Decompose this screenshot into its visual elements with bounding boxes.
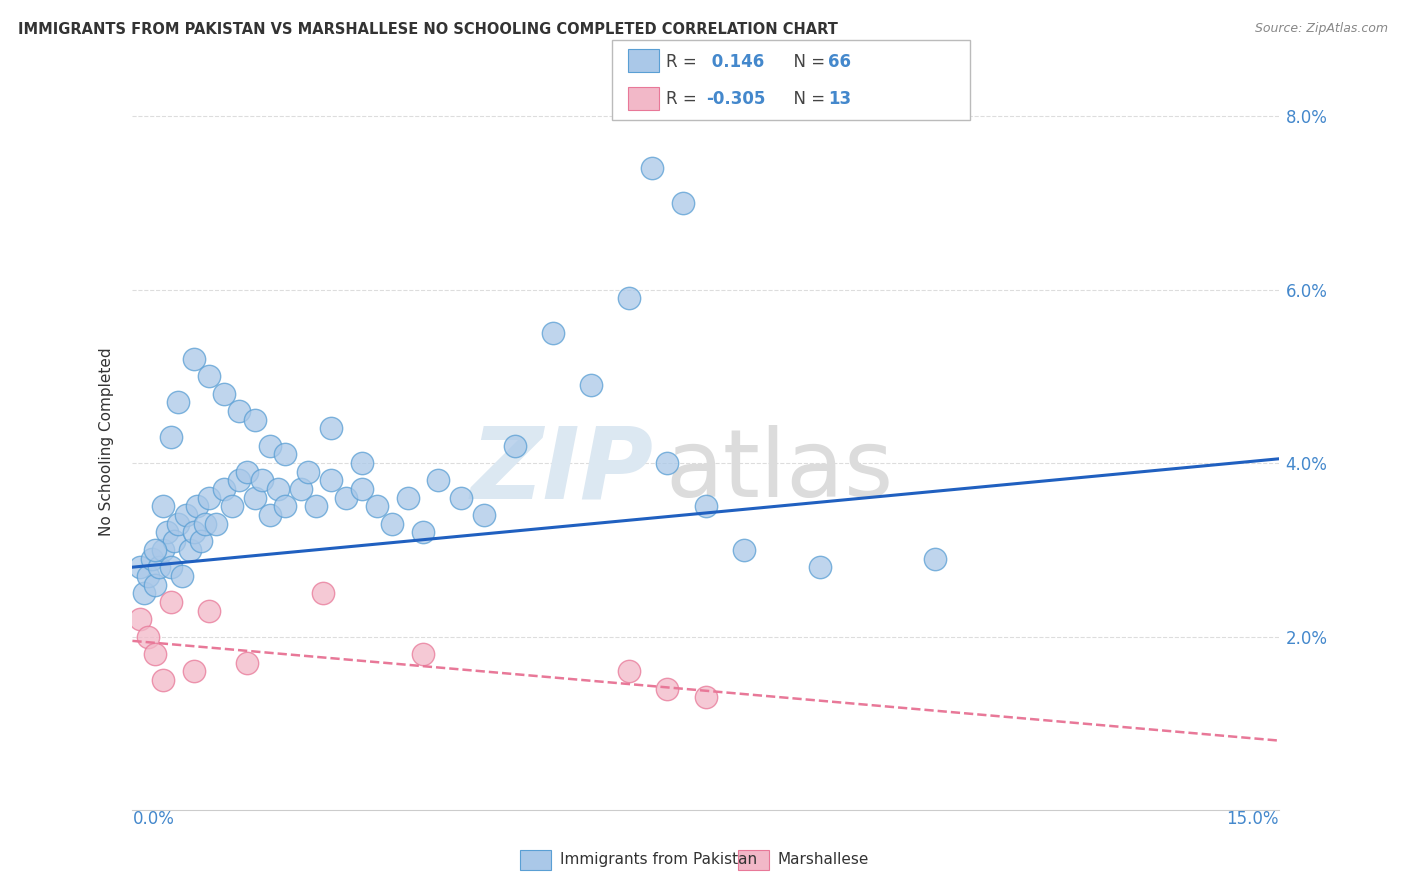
Point <box>152 500 174 514</box>
Point <box>132 586 155 600</box>
Point <box>305 500 328 514</box>
Point <box>321 474 343 488</box>
Point <box>321 421 343 435</box>
Text: -0.305: -0.305 <box>706 90 765 108</box>
Point <box>129 560 152 574</box>
Text: IMMIGRANTS FROM PAKISTAN VS MARSHALLESE NO SCHOOLING COMPLETED CORRELATION CHART: IMMIGRANTS FROM PAKISTAN VS MARSHALLESE … <box>18 22 838 37</box>
Point <box>503 439 526 453</box>
Point <box>183 664 205 678</box>
Point <box>186 500 208 514</box>
Point <box>472 508 495 523</box>
Point <box>212 482 235 496</box>
Point <box>236 465 259 479</box>
Point <box>183 352 205 367</box>
Point <box>290 482 312 496</box>
Point <box>183 525 205 540</box>
Point <box>427 474 450 488</box>
Y-axis label: No Schooling Completed: No Schooling Completed <box>100 347 114 536</box>
Point <box>141 551 163 566</box>
Point <box>274 447 297 461</box>
Point <box>236 656 259 670</box>
Text: ZIP: ZIP <box>471 423 654 519</box>
Point <box>672 196 695 211</box>
Point <box>143 577 166 591</box>
Point <box>579 378 602 392</box>
Point <box>136 569 159 583</box>
Text: 0.0%: 0.0% <box>132 810 174 828</box>
Point <box>274 500 297 514</box>
Point <box>366 500 388 514</box>
Point <box>221 500 243 514</box>
Point <box>174 508 197 523</box>
Point <box>350 456 373 470</box>
Point <box>312 586 335 600</box>
Point <box>143 647 166 661</box>
Point <box>617 292 640 306</box>
Point <box>148 560 170 574</box>
Point <box>152 542 174 557</box>
Point <box>228 474 250 488</box>
Point <box>129 612 152 626</box>
Point <box>412 647 434 661</box>
Point <box>243 491 266 505</box>
Point <box>657 456 679 470</box>
Point <box>159 430 181 444</box>
Point <box>159 595 181 609</box>
Point <box>167 395 190 409</box>
Point <box>228 404 250 418</box>
Point <box>152 673 174 687</box>
Point <box>617 664 640 678</box>
Point <box>156 525 179 540</box>
Text: Marshallese: Marshallese <box>778 853 869 867</box>
Point <box>412 525 434 540</box>
Point <box>297 465 319 479</box>
Point <box>159 560 181 574</box>
Point <box>695 500 717 514</box>
Text: N =: N = <box>783 90 831 108</box>
Point <box>924 551 946 566</box>
Text: 0.146: 0.146 <box>706 53 763 70</box>
Point <box>179 542 201 557</box>
Text: Immigrants from Pakistan: Immigrants from Pakistan <box>560 853 756 867</box>
Point <box>194 516 217 531</box>
Point <box>335 491 357 505</box>
Point <box>198 603 221 617</box>
Text: Source: ZipAtlas.com: Source: ZipAtlas.com <box>1254 22 1388 36</box>
Point <box>252 474 274 488</box>
Point <box>136 630 159 644</box>
Point <box>450 491 472 505</box>
Point <box>641 161 664 176</box>
Point <box>172 569 194 583</box>
Text: R =: R = <box>666 90 703 108</box>
Point <box>808 560 831 574</box>
Text: 13: 13 <box>828 90 851 108</box>
Point <box>198 491 221 505</box>
Point <box>259 439 281 453</box>
Point <box>657 681 679 696</box>
Point <box>350 482 373 496</box>
Point <box>381 516 404 531</box>
Point <box>259 508 281 523</box>
Text: R =: R = <box>666 53 703 70</box>
Point <box>212 386 235 401</box>
Point <box>541 326 564 340</box>
Point <box>163 534 186 549</box>
Text: 66: 66 <box>828 53 851 70</box>
Point <box>243 413 266 427</box>
Point <box>205 516 228 531</box>
Point <box>190 534 212 549</box>
Text: N =: N = <box>783 53 831 70</box>
Point <box>198 369 221 384</box>
Point <box>695 690 717 705</box>
Point <box>733 542 755 557</box>
Point <box>167 516 190 531</box>
Point <box>266 482 288 496</box>
Point <box>143 542 166 557</box>
Text: atlas: atlas <box>665 425 894 517</box>
Point <box>396 491 419 505</box>
Text: 15.0%: 15.0% <box>1226 810 1279 828</box>
